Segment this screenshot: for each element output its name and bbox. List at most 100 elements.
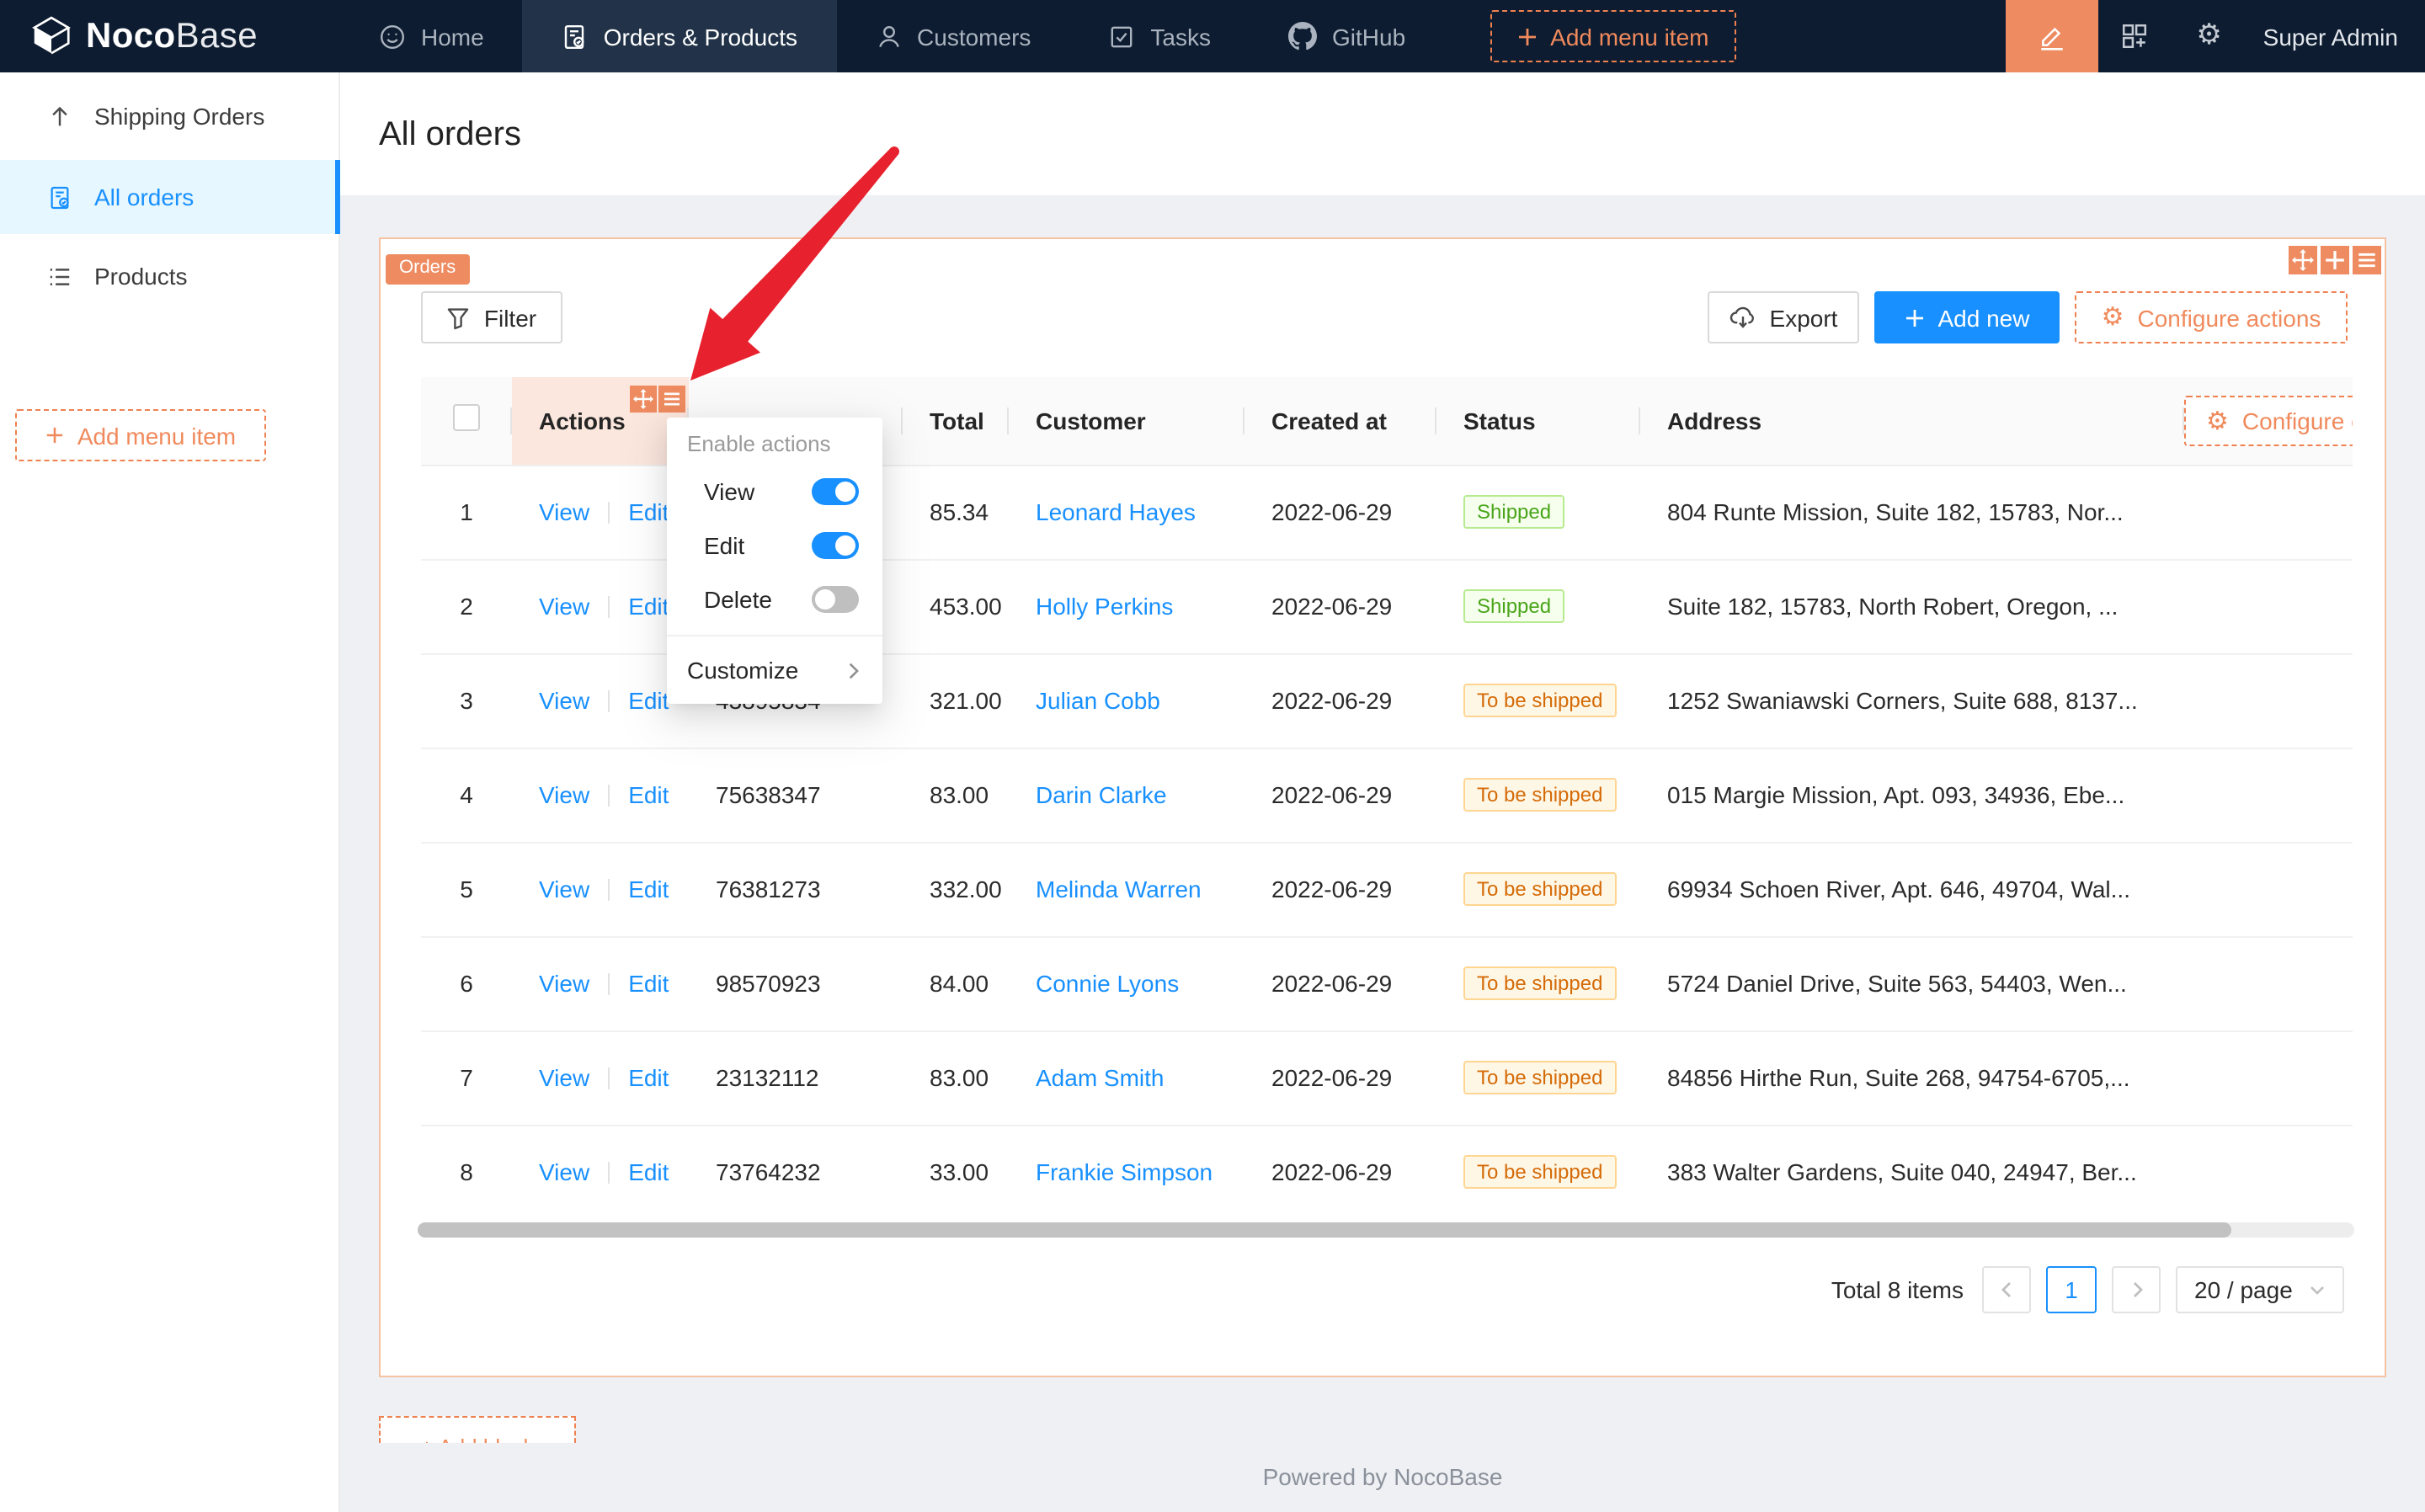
sidebar-add-menu-item-button[interactable]: Add menu item (15, 409, 266, 461)
row-view-link[interactable]: View (539, 781, 590, 808)
dropdown-item-delete[interactable]: Delete (667, 572, 882, 626)
drag-handle-icon[interactable] (2289, 246, 2317, 274)
nav-item-tasks[interactable]: Tasks (1069, 0, 1250, 72)
row-view-link[interactable]: View (539, 687, 590, 714)
row-total: 321.00 (903, 653, 1009, 748)
row-created-at: 2022-06-29 (1244, 1125, 1436, 1219)
orders-table-block: Orders Filter (379, 237, 2386, 1377)
select-all-checkbox[interactable] (453, 404, 480, 432)
row-view-link[interactable]: View (539, 1158, 590, 1185)
row-customer-link[interactable]: Adam Smith (1036, 1064, 1165, 1091)
edit-toggle[interactable] (812, 532, 859, 559)
row-number: 75638347 (689, 748, 903, 843)
row-index: 7 (421, 1030, 512, 1126)
column-designer-toolbar (630, 386, 685, 413)
column-menu-icon[interactable] (658, 386, 685, 413)
settings-button[interactable]: ⚙ (2172, 0, 2246, 72)
row-edit-link[interactable]: Edit (628, 876, 669, 902)
logo-text: NocoBase (86, 16, 258, 55)
page-number-button[interactable]: 1 (2046, 1266, 2097, 1313)
pagination: Total 8 items 1 20 / page (1831, 1266, 2344, 1313)
sidebar-item-all-orders[interactable]: All orders (0, 160, 340, 234)
dropdown-item-view[interactable]: View (667, 465, 882, 519)
row-edit-link[interactable]: Edit (628, 781, 669, 808)
status-badge: To be shipped (1463, 872, 1617, 906)
row-created-at: 2022-06-29 (1244, 1030, 1436, 1126)
add-block-button[interactable]: + Add block (379, 1416, 576, 1443)
divider (608, 596, 610, 618)
horizontal-scrollbar-thumb[interactable] (418, 1222, 2231, 1238)
nav-item-home[interactable]: Home (340, 0, 523, 72)
row-edit-link[interactable]: Edit (628, 970, 669, 997)
ui-editor-button[interactable] (2005, 0, 2098, 72)
appstore-add-icon (2121, 22, 2150, 51)
nav-item-customers[interactable]: Customers (836, 0, 1069, 72)
gear-icon: ⚙ (2101, 301, 2124, 332)
row-edit-link[interactable]: Edit (628, 1158, 669, 1185)
add-new-button[interactable]: Add new (1874, 291, 2060, 343)
filter-button[interactable]: Filter (421, 291, 562, 343)
row-view-link[interactable]: View (539, 970, 590, 997)
row-edit-link[interactable]: Edit (628, 593, 669, 620)
check-square-icon (1108, 23, 1135, 50)
plus-icon (1905, 307, 1925, 327)
row-total: 332.00 (903, 842, 1009, 937)
nav-item-orders-products[interactable]: Orders & Products (522, 0, 837, 72)
configure-actions-button[interactable]: ⚙ Configure actions (2075, 291, 2348, 343)
github-icon (1288, 22, 1317, 51)
address-column-header: Address (1640, 377, 2184, 466)
status-badge: To be shipped (1463, 1155, 1617, 1189)
row-number: 73764232 (689, 1125, 903, 1219)
enable-actions-dropdown: Enable actions View Edit Delete Customiz… (667, 418, 882, 704)
sidebar-item-products[interactable]: Products (0, 239, 340, 313)
table-row: 6 View Edit 98570923 84.00 Connie Lyons 2… (421, 936, 2353, 1031)
status-badge: To be shipped (1463, 1061, 1617, 1094)
total-column-header: Total (903, 377, 1009, 466)
next-page-button[interactable] (2112, 1266, 2161, 1313)
row-customer-link[interactable]: Darin Clarke (1036, 781, 1167, 808)
row-view-link[interactable]: View (539, 498, 590, 525)
created-at-column-header: Created at (1244, 377, 1436, 466)
row-customer-link[interactable]: Julian Cobb (1036, 687, 1160, 714)
row-number: 23132112 (689, 1030, 903, 1126)
page-size-select[interactable]: 20 / page (2176, 1266, 2344, 1313)
column-drag-handle-icon[interactable] (630, 386, 657, 413)
delete-toggle[interactable] (812, 586, 859, 613)
row-total: 84.00 (903, 936, 1009, 1031)
sidebar-item-label: Shipping Orders (94, 103, 265, 130)
plugin-manager-button[interactable] (2098, 0, 2172, 72)
row-customer-link[interactable]: Holly Perkins (1036, 593, 1174, 620)
export-button[interactable]: Export (1708, 291, 1859, 343)
block-designer-toolbar (2289, 246, 2381, 274)
row-customer-link[interactable]: Leonard Hayes (1036, 498, 1196, 525)
nav-item-label: Customers (917, 23, 1031, 50)
configure-columns-button[interactable]: ⚙ Configure columns (2184, 396, 2353, 446)
dropdown-item-edit[interactable]: Edit (667, 519, 882, 572)
prev-page-button[interactable] (1982, 1266, 2031, 1313)
row-edit-link[interactable]: Edit (628, 1064, 669, 1091)
sidebar-item-shipping-orders[interactable]: Shipping Orders (0, 79, 340, 153)
row-customer-link[interactable]: Connie Lyons (1036, 970, 1180, 997)
row-view-link[interactable]: View (539, 876, 590, 902)
add-block-icon[interactable] (2321, 246, 2349, 274)
nocobase-logo[interactable]: NocoBase (0, 13, 340, 59)
view-toggle[interactable] (812, 478, 859, 505)
configure-columns-header: ⚙ Configure columns (2184, 377, 2353, 466)
user-menu[interactable]: Super Admin (2262, 23, 2398, 50)
block-menu-icon[interactable] (2353, 246, 2381, 274)
dropdown-item-customize[interactable]: Customize (667, 643, 882, 697)
row-customer-link[interactable]: Frankie Simpson (1036, 1158, 1213, 1185)
table-header-row: Actions (421, 377, 2353, 466)
navbar-right-actions: ⚙ Super Admin (2005, 0, 2425, 72)
row-edit-link[interactable]: Edit (628, 687, 669, 714)
row-index: 2 (421, 559, 512, 654)
navbar-add-menu-item-button[interactable]: Add menu item (1490, 10, 1736, 62)
nav-item-github[interactable]: GitHub (1250, 0, 1444, 72)
row-view-link[interactable]: View (539, 1064, 590, 1091)
row-view-link[interactable]: View (539, 593, 590, 620)
row-address: 383 Walter Gardens, Suite 040, 24947, Be… (1640, 1125, 2184, 1219)
row-customer-link[interactable]: Melinda Warren (1036, 876, 1202, 902)
row-edit-link[interactable]: Edit (628, 498, 669, 525)
row-address: 015 Margie Mission, Apt. 093, 34936, Ebe… (1640, 748, 2184, 843)
